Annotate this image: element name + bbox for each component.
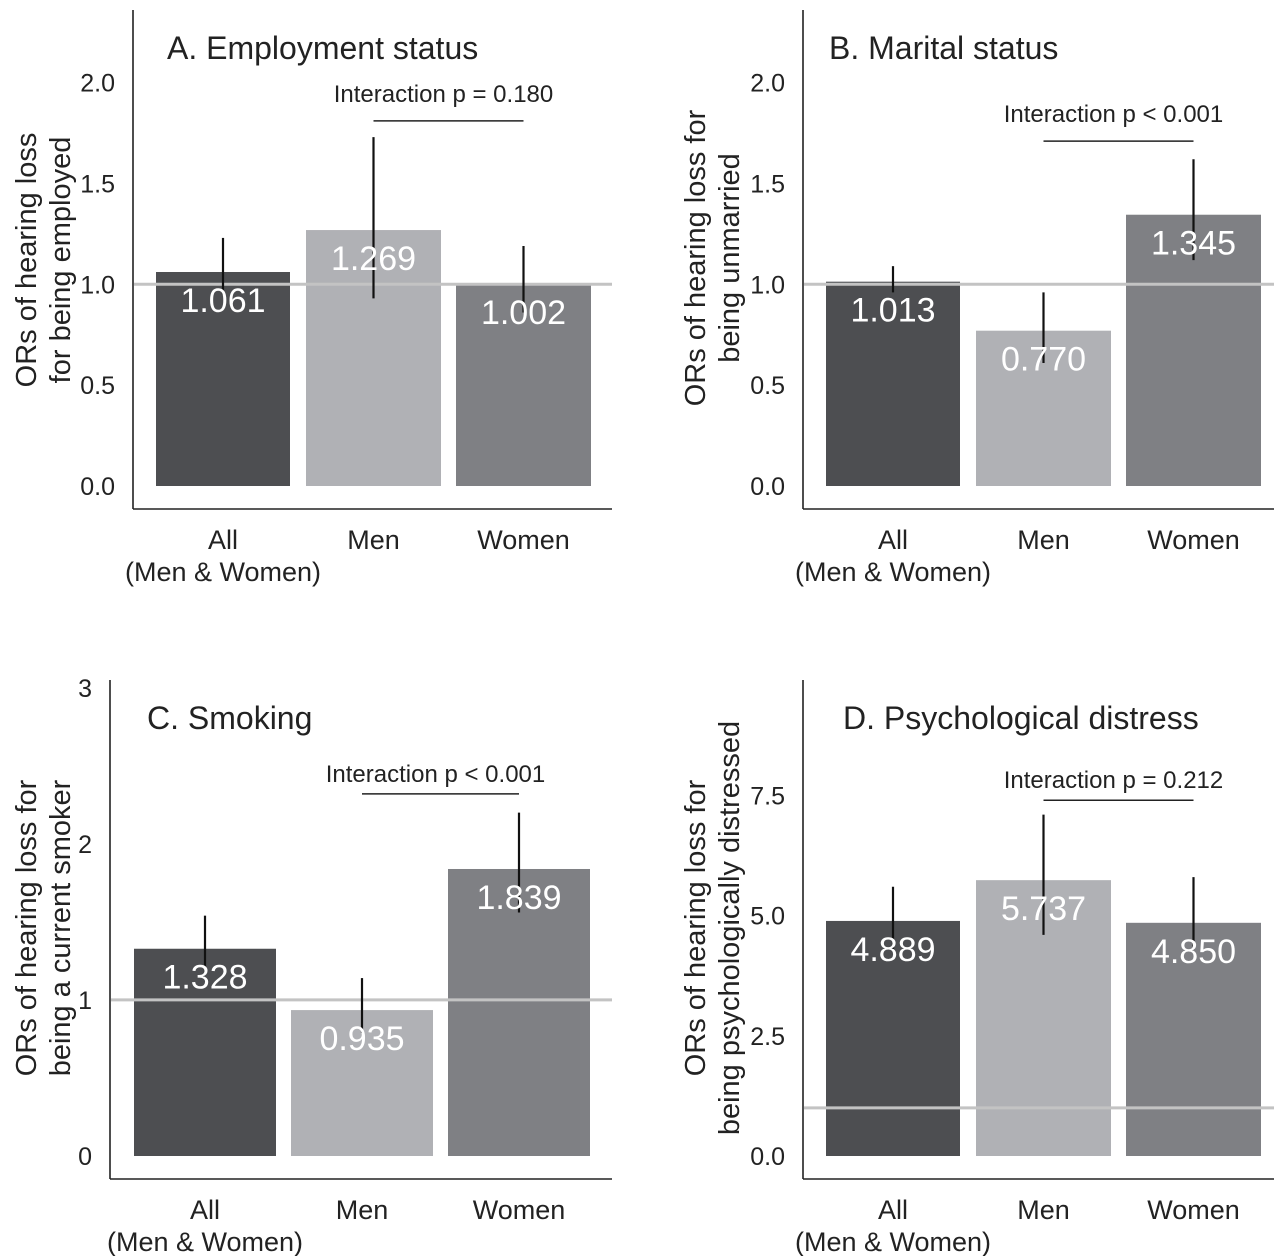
y-axis-label: ORs of hearing loss for xyxy=(11,779,43,1076)
interaction-annotation: Interaction p < 0.001 xyxy=(326,761,546,788)
x-tick-label: Men xyxy=(347,525,400,555)
data-label: 1.839 xyxy=(476,879,561,917)
y-tick-label: 1 xyxy=(78,987,92,1015)
data-label: 1.013 xyxy=(850,292,935,330)
chart-title: D. Psychological distress xyxy=(843,700,1199,736)
x-tick-label: Men xyxy=(336,1195,389,1225)
y-axis-label: being unmarried xyxy=(714,153,746,363)
y-tick-label: 3 xyxy=(78,675,92,703)
data-label: 5.737 xyxy=(1001,890,1086,928)
chart-panel-c: 1.328 0.935 1.839 0 1 2 3 All(Men & Women) Men Wo… xyxy=(11,675,612,1256)
y-axis-label: being psychologically distressed xyxy=(714,721,746,1135)
data-label: 1.345 xyxy=(1151,225,1236,263)
bar xyxy=(448,868,590,1156)
x-tick-label: (Men & Women) xyxy=(125,557,321,587)
x-tick-label: Women xyxy=(473,1195,566,1225)
bar xyxy=(156,272,290,486)
bar xyxy=(456,283,591,486)
y-tick-label: 1.5 xyxy=(80,170,115,198)
x-tick-label: (Men & Women) xyxy=(795,1227,991,1256)
chart-title: B. Marital status xyxy=(829,30,1058,66)
x-tick-label: Men xyxy=(1017,1195,1070,1225)
x-tick-label: Women xyxy=(1147,1195,1240,1225)
y-axis-label: for being employed xyxy=(45,137,77,384)
y-tick-label: 1.0 xyxy=(80,271,115,299)
data-label: 4.850 xyxy=(1151,933,1236,971)
y-axis-label: ORs of hearing loss for xyxy=(680,109,712,406)
y-tick-label: 0.5 xyxy=(80,372,115,400)
bar xyxy=(826,920,960,1156)
chart-panel-a: 1.061 1.269 1.002 0.0 0.5 1.0 1.5 2.0 All(Men & … xyxy=(11,10,612,587)
x-tick-label: All xyxy=(190,1195,220,1225)
chart-title: C. Smoking xyxy=(147,700,312,736)
data-label: 1.002 xyxy=(481,294,566,332)
x-tick-label: Women xyxy=(477,525,570,555)
y-tick-label: 0.5 xyxy=(750,372,785,400)
chart-title: A. Employment status xyxy=(167,30,478,66)
interaction-annotation: Interaction p = 0.180 xyxy=(334,81,554,108)
y-tick-label: 1.5 xyxy=(750,170,785,198)
y-tick-label: 2.0 xyxy=(80,70,115,98)
y-tick-label: 2.0 xyxy=(750,70,785,98)
bar xyxy=(826,281,960,486)
x-tick-label: (Men & Women) xyxy=(107,1227,303,1256)
x-tick-label: Men xyxy=(1017,525,1070,555)
y-axis-label: being a current smoker xyxy=(45,779,77,1076)
data-label: 4.889 xyxy=(850,931,935,969)
data-label: 0.770 xyxy=(1001,341,1086,379)
x-tick-label: (Men & Women) xyxy=(795,557,991,587)
y-axis-label: ORs of hearing loss for xyxy=(680,779,712,1076)
y-tick-label: 0 xyxy=(78,1143,92,1171)
y-tick-label: 2 xyxy=(78,831,92,859)
data-label: 1.328 xyxy=(162,959,247,997)
x-tick-label: All xyxy=(878,1195,908,1225)
bar xyxy=(134,948,276,1156)
y-tick-label: 0.0 xyxy=(750,1143,785,1171)
bar xyxy=(291,1010,433,1156)
y-axis-label: ORs of hearing loss xyxy=(11,133,43,388)
data-label: 1.269 xyxy=(331,240,416,278)
chart-panel-b: 1.013 0.770 1.345 0.0 0.5 1.0 1.5 2.0 All(Men & … xyxy=(680,10,1274,587)
y-tick-label: 1.0 xyxy=(750,271,785,299)
y-tick-label: 7.5 xyxy=(750,782,785,810)
data-label: 0.935 xyxy=(319,1020,404,1058)
bar xyxy=(1126,922,1261,1156)
y-tick-label: 0.0 xyxy=(750,473,785,501)
x-tick-label: Women xyxy=(1147,525,1240,555)
y-tick-label: 5.0 xyxy=(750,903,785,931)
chart-panel-d: 4.889 5.737 4.850 0.0 2.5 5.0 7.5 All(Men & Wom… xyxy=(680,680,1274,1256)
x-tick-label: All xyxy=(878,525,908,555)
y-tick-label: 2.5 xyxy=(750,1023,785,1051)
x-tick-label: All xyxy=(208,525,238,555)
y-tick-label: 0.0 xyxy=(80,473,115,501)
data-label: 1.061 xyxy=(180,282,265,320)
interaction-annotation: Interaction p = 0.212 xyxy=(1004,767,1224,794)
interaction-annotation: Interaction p < 0.001 xyxy=(1004,101,1224,128)
